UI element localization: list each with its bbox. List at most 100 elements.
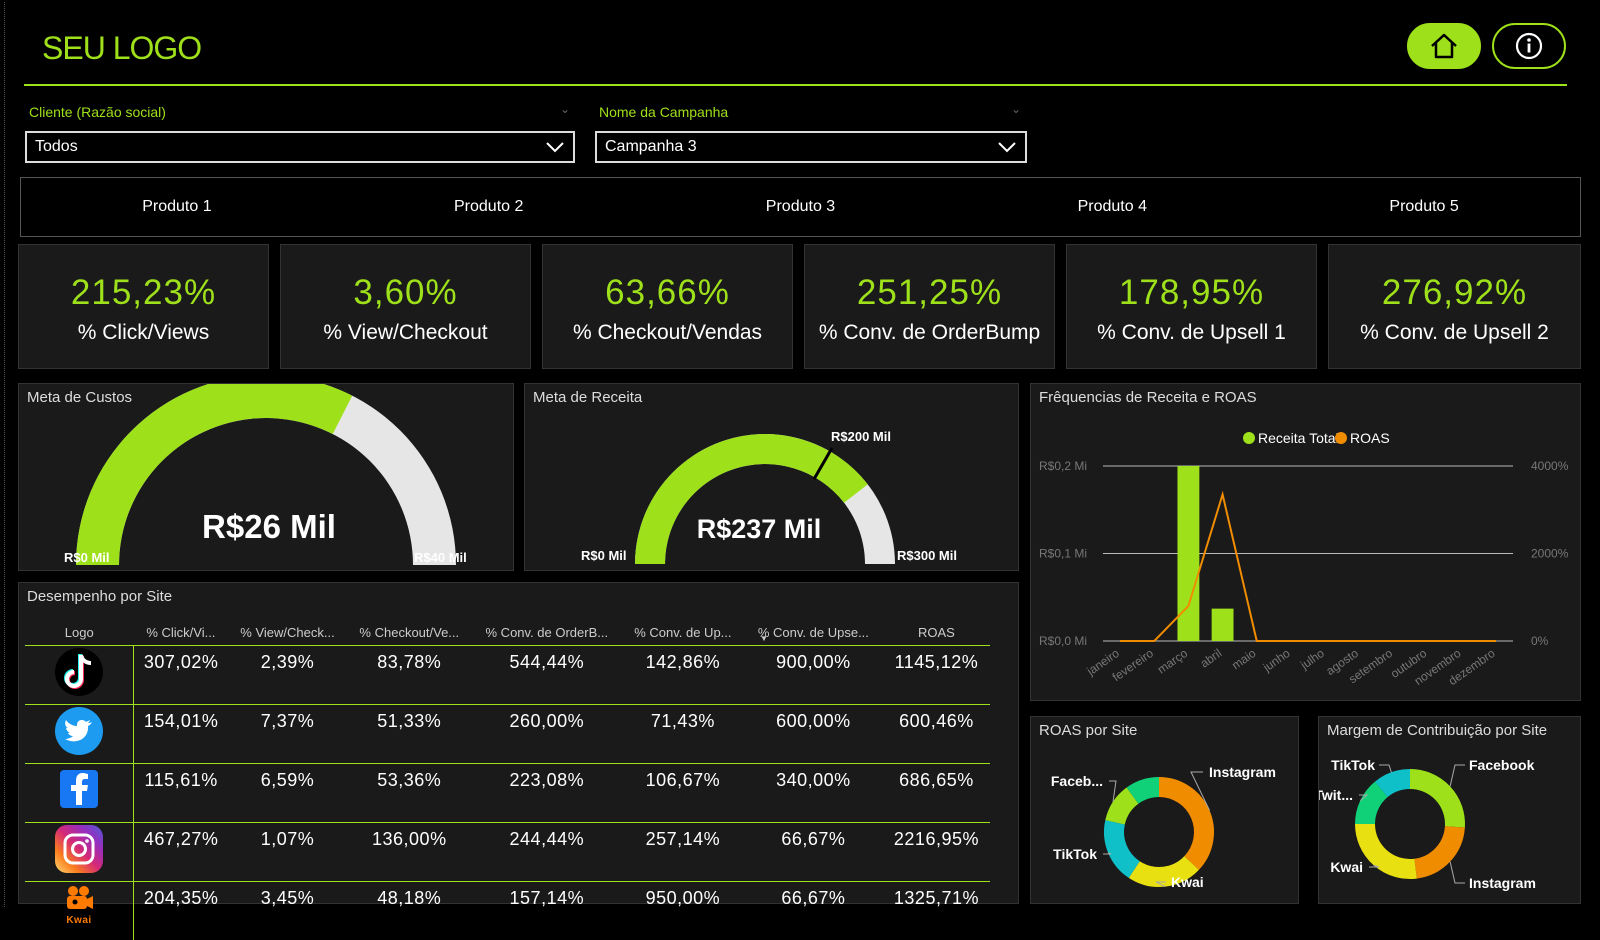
gauge-receita-max: R$300 Mil — [897, 548, 957, 563]
y-right-tick: 4000% — [1531, 459, 1569, 473]
col-header-orderbump[interactable]: % Conv. de OrderB... — [472, 619, 622, 646]
cell-roas: 2216,95% — [883, 823, 990, 882]
bar-receita[interactable] — [1212, 609, 1234, 641]
info-icon — [1514, 31, 1544, 61]
table-row[interactable]: Kwai 204,35% 3,45% 48,18% 157,14% 950,00… — [25, 882, 990, 940]
cell-orderbump: 244,44% — [472, 823, 622, 882]
cell-view-checkout: 3,45% — [228, 882, 347, 940]
cell-roas: 686,65% — [883, 764, 990, 823]
donut-slice[interactable] — [1365, 824, 1416, 869]
table-row[interactable]: 115,61% 6,59% 53,36% 223,08% 106,67% 340… — [25, 764, 990, 823]
col-header-upsell-1[interactable]: % Conv. de Up... — [622, 619, 744, 646]
tab-produto-1[interactable]: Produto 1 — [21, 198, 333, 216]
logo-cell — [25, 764, 134, 823]
cell-upsell-1: 106,67% — [622, 764, 744, 823]
kpi-card-orderbump: 251,25% % Conv. de OrderBump — [804, 244, 1055, 369]
cell-orderbump: 544,44% — [472, 646, 622, 705]
gauge-custos-max: R$40 Mil — [414, 550, 467, 565]
donut-leader-line — [1379, 765, 1391, 772]
gauge-receita-value: R$237 Mil — [669, 514, 849, 545]
cell-checkout-vendas: 136,00% — [347, 823, 472, 882]
legend-label-roas: ROAS — [1350, 430, 1390, 446]
kpi-label: % View/Checkout — [281, 321, 530, 345]
col-header-click-views[interactable]: % Click/Vi... — [134, 619, 229, 646]
x-tick-label: julho — [1297, 646, 1327, 673]
donut-slice[interactable] — [1410, 779, 1455, 827]
sort-desc-icon[interactable]: ▼ — [760, 634, 768, 643]
line-roas[interactable] — [1120, 494, 1496, 641]
performance-table: Logo % Click/Vi... % View/Check... % Che… — [25, 619, 990, 940]
cell-click-views: 154,01% — [134, 705, 229, 764]
cell-view-checkout: 1,07% — [228, 823, 347, 882]
gauge-custos-min: R$0 Mil — [64, 550, 110, 565]
kpi-value: 178,95% — [1067, 273, 1316, 313]
y-right-tick: 2000% — [1531, 547, 1569, 561]
campanha-collapse-icon[interactable]: ⌄ — [1011, 102, 1021, 116]
tab-produto-4[interactable]: Produto 4 — [956, 198, 1268, 216]
donut-slice[interactable] — [1416, 827, 1455, 869]
instagram-icon — [55, 825, 103, 873]
donut-slice[interactable] — [1381, 779, 1410, 789]
donut-slice[interactable] — [1115, 796, 1132, 823]
col-header-checkout-vendas[interactable]: % Checkout/Ve... — [347, 619, 472, 646]
col-header-roas[interactable]: ROAS — [883, 619, 990, 646]
cliente-dropdown[interactable]: Todos — [25, 131, 575, 163]
x-tick-label: junho — [1260, 646, 1293, 675]
y-left-tick: R$0,1 Mi — [1039, 547, 1087, 561]
tab-produto-5[interactable]: Produto 5 — [1268, 198, 1580, 216]
home-button[interactable] — [1407, 23, 1481, 69]
table-row[interactable]: 307,02% 2,39% 83,78% 544,44% 142,86% 900… — [25, 646, 990, 705]
cell-roas: 1325,71% — [883, 882, 990, 940]
x-tick-label: abril — [1198, 646, 1225, 670]
tab-produto-3[interactable]: Produto 3 — [645, 198, 957, 216]
y-left-tick: R$0,2 Mi — [1039, 459, 1087, 473]
cliente-filter-label: Cliente (Razão social) — [29, 104, 166, 120]
cell-upsell-2: 66,67% — [744, 882, 883, 940]
campanha-dropdown-value: Campanha 3 — [605, 138, 697, 156]
donut-slice[interactable] — [1114, 822, 1134, 869]
kpi-label: % Conv. de Upsell 1 — [1067, 321, 1316, 345]
gauge-receita-target: R$200 Mil — [831, 429, 891, 444]
donut-label: Facebook — [1469, 757, 1535, 773]
col-header-logo[interactable]: Logo — [25, 619, 134, 646]
margem-site-donut: FacebookInstagramKwaiTwit...TikTok — [1319, 717, 1582, 905]
cell-view-checkout: 2,39% — [228, 646, 347, 705]
table-row[interactable]: 467,27% 1,07% 136,00% 244,44% 257,14% 66… — [25, 823, 990, 882]
cliente-collapse-icon[interactable]: ⌄ — [560, 102, 570, 116]
cell-checkout-vendas: 83,78% — [347, 646, 472, 705]
home-icon — [1429, 32, 1459, 60]
table-row[interactable]: 154,01% 7,37% 51,33% 260,00% 71,43% 600,… — [25, 705, 990, 764]
cell-click-views: 204,35% — [134, 882, 229, 940]
gauge-custos-value: R$26 Mil — [169, 508, 369, 546]
donut-slice[interactable] — [1159, 787, 1204, 863]
kpi-card-upsell-1: 178,95% % Conv. de Upsell 1 — [1066, 244, 1317, 369]
logo-cell: Kwai — [25, 882, 134, 940]
receita-roas-panel: Frêquencias de Receita e ROAS Receita To… — [1030, 383, 1581, 701]
kwai-icon: Kwai — [55, 884, 103, 926]
donut-slice[interactable] — [1133, 787, 1159, 796]
cell-upsell-2: 340,00% — [744, 764, 883, 823]
cell-orderbump: 223,08% — [472, 764, 622, 823]
cell-upsell-1: 142,86% — [622, 646, 744, 705]
tab-produto-2[interactable]: Produto 2 — [333, 198, 645, 216]
kpi-label: % Click/Views — [19, 321, 268, 345]
info-button[interactable] — [1492, 23, 1566, 69]
cell-checkout-vendas: 53,36% — [347, 764, 472, 823]
donut-label: Kwai — [1330, 859, 1363, 875]
facebook-icon — [60, 770, 98, 808]
donut-label: Instagram — [1209, 764, 1276, 780]
header-divider — [24, 84, 1567, 86]
x-tick-label: março — [1155, 646, 1191, 677]
donut-label: TikTok — [1053, 846, 1097, 862]
campanha-dropdown[interactable]: Campanha 3 — [595, 131, 1027, 163]
kwai-label: Kwai — [55, 915, 103, 926]
col-header-view-checkout[interactable]: % View/Check... — [228, 619, 347, 646]
cell-click-views: 467,27% — [134, 823, 229, 882]
cell-orderbump: 260,00% — [472, 705, 622, 764]
kpi-card-upsell-2: 276,92% % Conv. de Upsell 2 — [1328, 244, 1581, 369]
kpi-label: % Checkout/Vendas — [543, 321, 792, 345]
logo-cell — [25, 646, 134, 705]
performance-title: Desempenho por Site — [27, 588, 172, 605]
